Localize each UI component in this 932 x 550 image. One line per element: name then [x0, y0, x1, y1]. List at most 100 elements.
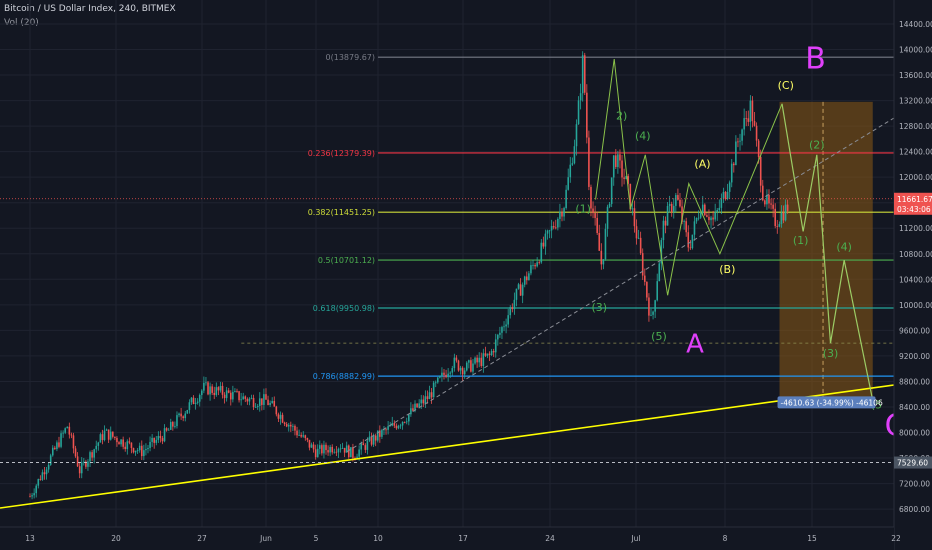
candle-body [99, 434, 102, 443]
candle-body [76, 456, 79, 467]
candle-body [35, 485, 38, 494]
candle-body [511, 307, 514, 310]
price-tick-label: 8000.00 [899, 429, 930, 438]
candle-body [701, 204, 704, 214]
candle-body [393, 423, 396, 426]
candle-body [155, 439, 158, 443]
candle-body [227, 390, 230, 393]
projection-box[interactable] [779, 101, 873, 397]
candle-body [49, 455, 52, 465]
fib-level-label: 0.5(10701.12) [318, 256, 375, 265]
price-tick-label: 12800.00 [899, 122, 932, 131]
candle-body [724, 191, 727, 200]
price-tick-label: 9600.00 [899, 326, 930, 335]
candle-body [557, 218, 559, 228]
time-tick-label: 10 [373, 534, 383, 543]
candle-body [569, 164, 572, 178]
candle-body [263, 394, 265, 405]
candle-body [72, 435, 75, 449]
candle-body [370, 436, 373, 445]
wave-line-abc [629, 103, 783, 296]
candle-body [95, 445, 98, 450]
time-tick-label: 22 [891, 534, 901, 543]
candle-body [66, 426, 69, 429]
candle-body [428, 392, 431, 400]
candle-body [608, 203, 611, 207]
candle-body [385, 429, 387, 431]
candle-body [472, 363, 474, 372]
candle-body [122, 439, 124, 447]
candle-body [232, 391, 234, 400]
channel-line[interactable] [346, 117, 895, 453]
candle-body [312, 444, 315, 450]
candle-body [285, 424, 288, 427]
fib-retracement[interactable]: 0(13879.67) 0.236(12379.39) 0.382(11451.25… [308, 53, 894, 381]
candle-body [182, 416, 184, 419]
price-tick-label: 9200.00 [899, 352, 930, 361]
candle-body [165, 428, 168, 431]
candle-body [343, 447, 346, 453]
candle-body [89, 452, 91, 462]
candle-body [410, 408, 412, 415]
candle-body [56, 442, 58, 450]
candle-body [631, 208, 634, 210]
candle-body [476, 357, 478, 363]
candle-body [656, 281, 659, 301]
candle-body [662, 220, 665, 241]
candle-body [159, 435, 162, 439]
candle-body [486, 353, 489, 356]
candle-body [641, 253, 644, 276]
candle-body [780, 212, 783, 225]
candle-body [625, 176, 627, 179]
candle-body [778, 224, 781, 227]
candle-body [198, 395, 201, 402]
candle-body [741, 129, 743, 141]
candle-body [408, 414, 410, 422]
candle-body [316, 448, 319, 458]
price-tick-label: 14000.00 [899, 45, 932, 54]
candle-body [722, 191, 725, 199]
candle-body [532, 264, 534, 266]
candle-body [161, 438, 164, 442]
candle-body [542, 242, 545, 247]
candle-body [414, 403, 416, 411]
candle-body [87, 461, 89, 467]
wave-lines[interactable] [595, 59, 874, 401]
candle-body [730, 163, 733, 183]
candle-body [157, 435, 160, 440]
candle-body [331, 446, 334, 453]
candle-body [126, 441, 129, 450]
candle-body [764, 200, 766, 205]
candle-body [629, 183, 632, 210]
candle-body [383, 429, 385, 431]
candle-body [468, 360, 470, 363]
candle-body [503, 326, 505, 328]
candle-body [749, 100, 752, 122]
price-axis[interactable]: 6800.007200.007600.008000.008400.008800.… [893, 0, 932, 550]
candle-body [708, 216, 710, 221]
candle-body [586, 92, 588, 138]
candle-body [658, 263, 661, 282]
candle-body [530, 265, 532, 274]
support-trendline[interactable] [0, 384, 895, 509]
candle-body [74, 448, 77, 457]
candle-body [41, 472, 44, 480]
candle-body [774, 208, 776, 227]
candle-body [664, 220, 667, 226]
candle-body [116, 437, 118, 443]
candle-body [310, 444, 313, 448]
candle-body [39, 479, 42, 480]
candle-body [412, 408, 414, 411]
projected-wave-path [781, 103, 874, 401]
annotation-B: B [805, 42, 826, 77]
candle-body [567, 177, 569, 190]
candle-body [136, 450, 139, 452]
candle-body [666, 205, 669, 226]
candle-body [441, 372, 443, 377]
candle-body [252, 397, 255, 408]
time-axis[interactable]: 13 20 27 Jun 5 10 17 24 Jul 8 15 22 [0, 526, 901, 550]
candle-body [575, 124, 578, 147]
time-tick-label: 27 [197, 534, 207, 543]
candle-body [209, 386, 211, 395]
